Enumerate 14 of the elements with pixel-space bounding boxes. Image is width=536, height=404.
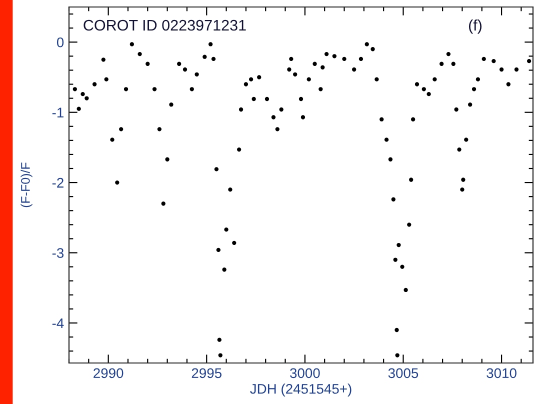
x-tick-label: 3005 [388,368,418,378]
x-tick-label: 3000 [290,368,320,378]
annotation: (f) [468,19,482,34]
x-tick-label: 3010 [486,368,516,378]
y-tick-label: -2 [52,178,64,188]
x-tick-label: 2990 [94,368,124,378]
annotation: COROT ID 0223971231 [84,20,246,31]
x-tick-label: 2995 [192,368,222,378]
y-tick-label: -4 [52,318,64,328]
y-tick-label: 0 [56,37,64,48]
y-tick-label: -3 [52,248,64,258]
y-axis-title: (F-F0)/F [20,162,32,208]
x-axis-title: JDH (2451545+) [250,384,352,397]
y-tick-label: -1 [52,108,64,118]
